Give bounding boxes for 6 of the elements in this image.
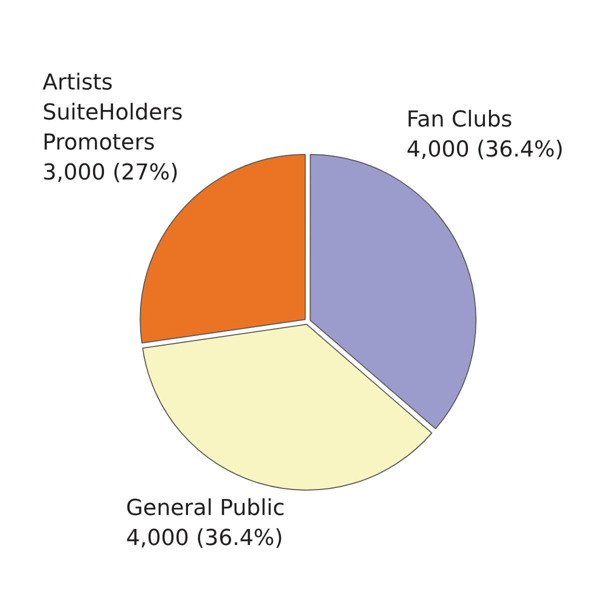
- data-label: 4,000 (36.4%): [406, 137, 564, 162]
- slice-label: General Public: [126, 496, 285, 522]
- data-label: 3,000 (27%): [42, 160, 179, 186]
- slice-label: Artists SuiteHolders Promoters: [42, 70, 183, 156]
- data-label: 4,000 (36.4%): [126, 526, 284, 552]
- slice-label: Fan Clubs: [406, 107, 512, 132]
